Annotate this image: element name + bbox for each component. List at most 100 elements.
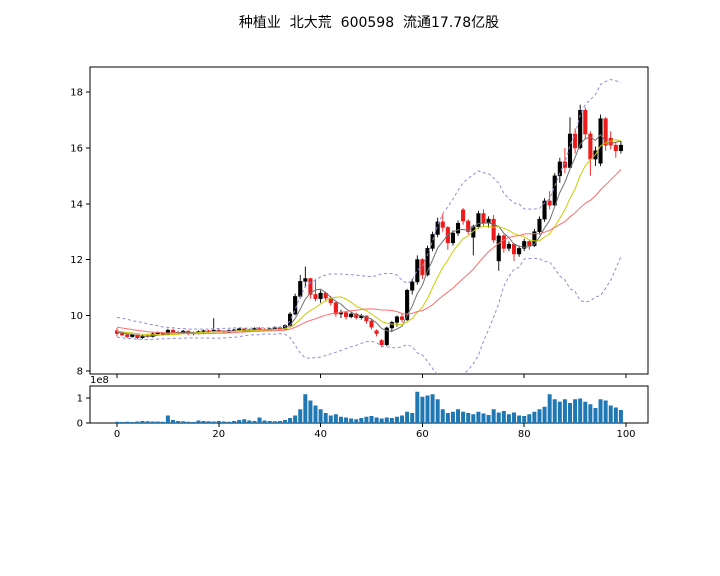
volume-bar	[552, 399, 557, 423]
price-tick-label: 18	[70, 88, 83, 99]
candle-body	[517, 248, 522, 255]
volume-bar	[140, 421, 145, 423]
volume-bar	[537, 409, 542, 423]
candle-body	[506, 243, 511, 249]
volume-bar	[170, 420, 175, 423]
volume-bar	[242, 419, 247, 423]
candle-body	[511, 243, 517, 255]
candle-body	[613, 144, 618, 151]
volume-bar	[410, 413, 415, 423]
candle-body	[547, 200, 552, 206]
candle-body	[527, 241, 532, 246]
candle-body	[333, 302, 338, 315]
candle-body	[496, 235, 501, 262]
volume-bar	[344, 417, 349, 423]
volume-bar	[522, 416, 527, 423]
volume-bar	[191, 422, 196, 423]
x-tick-label: 80	[518, 429, 531, 440]
volume-bar	[481, 413, 486, 423]
volume-bar	[328, 415, 333, 423]
volume-bar	[354, 419, 359, 423]
volume-bar	[338, 416, 343, 423]
volume-bar	[145, 421, 150, 423]
volume-bar	[613, 407, 618, 423]
volume-bar	[389, 418, 394, 423]
candle-body	[573, 133, 578, 149]
volume-bar	[425, 395, 430, 423]
volume-bar	[303, 394, 308, 423]
candle-body	[435, 221, 440, 235]
candle-body	[455, 223, 461, 234]
candle-body	[354, 313, 359, 318]
volume-bar	[221, 421, 226, 423]
chart-title: 种植业 北大荒 600598 流通17.78亿股	[238, 15, 500, 31]
candle-body	[379, 340, 384, 345]
candle-body	[170, 329, 176, 333]
price-tick-label: 16	[70, 143, 83, 154]
candle-body	[542, 200, 547, 220]
candle-body	[344, 312, 349, 318]
x-tick-label: 100	[616, 429, 635, 440]
axes: 8 10 12 14 16 18 0 1 1e8 0 20 40 60 80 100	[70, 66, 649, 440]
volume-bar	[196, 420, 201, 423]
volume-bar	[568, 403, 573, 423]
volume-bar	[415, 391, 420, 423]
volume-bar	[501, 411, 506, 423]
volume-bar	[542, 406, 547, 423]
volume-bar	[267, 421, 272, 423]
price-tick-label: 12	[70, 255, 83, 266]
volume-bar	[466, 413, 471, 423]
overlay-ma20	[116, 169, 622, 335]
volume-bar	[374, 417, 379, 423]
candle-body	[501, 235, 506, 249]
volume-bar	[461, 411, 466, 423]
candle-body	[420, 259, 425, 276]
candle-body	[318, 292, 323, 299]
candle-body	[308, 278, 313, 295]
volume-bar	[527, 414, 532, 423]
volume-bar	[547, 394, 552, 423]
volume-tick-label: 0	[77, 419, 83, 430]
volume-bar	[323, 413, 328, 423]
volume-bar	[440, 409, 445, 423]
volume-bar	[165, 415, 170, 423]
volume-bar	[277, 421, 282, 423]
x-tick-label: 0	[114, 429, 120, 440]
candle-body	[349, 313, 354, 318]
volume-bar	[400, 415, 405, 423]
candle-body	[603, 118, 608, 146]
candle-body	[359, 315, 364, 318]
x-tick-label: 20	[212, 429, 225, 440]
overlay-ma5	[116, 133, 622, 337]
price-tick-label: 8	[77, 367, 83, 378]
volume-bar	[155, 421, 160, 423]
overlay-boll-upper	[116, 78, 622, 330]
candle-body	[430, 234, 435, 249]
candle-body	[201, 330, 206, 332]
candle-body	[120, 333, 125, 336]
volume-bar	[593, 408, 598, 423]
price-tick-label: 10	[70, 311, 83, 322]
volume-bar	[150, 421, 155, 423]
candle-body	[135, 334, 140, 338]
volume-bar	[364, 416, 369, 423]
volume-bar	[252, 421, 257, 423]
volume-bar	[135, 421, 140, 423]
candle-body	[567, 133, 573, 168]
candle-body	[405, 290, 410, 320]
candle-body	[293, 296, 298, 315]
volume-bar	[120, 422, 125, 423]
candle-body	[578, 110, 583, 149]
volume-bar	[583, 401, 588, 423]
volume-bar	[517, 415, 522, 423]
candle-body	[410, 281, 415, 291]
volume-bar	[471, 414, 476, 423]
overlay-ma10	[116, 139, 622, 336]
candle-body	[583, 110, 588, 135]
volume-y-axis: 0 1 1e8	[77, 375, 109, 430]
volume-offset-label: 1e8	[90, 375, 109, 386]
volume-bar	[618, 410, 623, 423]
candle-body	[425, 248, 430, 276]
